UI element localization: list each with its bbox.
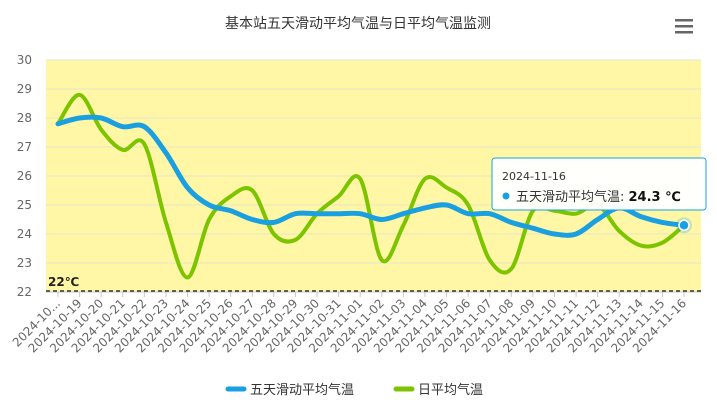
- legend-item-0[interactable]: 五天滑动平均气温: [225, 382, 354, 398]
- tooltip-date: 2024-11-16: [502, 170, 566, 183]
- y-tick-label: 22: [17, 285, 32, 299]
- y-tick-label: 26: [17, 169, 32, 183]
- threshold: 22℃: [46, 275, 701, 292]
- y-tick-label: 23: [17, 256, 32, 270]
- tooltip-series-label: 五天滑动平均气温:: [516, 189, 629, 205]
- y-tick-label: 27: [17, 140, 32, 154]
- tooltip-marker: [502, 192, 510, 200]
- y-axis: 22 23 24 25 26 27 28 29 30: [17, 53, 32, 299]
- threshold-label: 22℃: [48, 275, 79, 289]
- y-tick-label: 29: [17, 82, 32, 96]
- y-tick-label: 28: [17, 111, 32, 125]
- y-tick-label: 24: [17, 227, 32, 241]
- hover-point: [678, 219, 690, 232]
- tooltip-value: 24.3 ℃: [629, 190, 681, 205]
- hamburger-menu-icon: [675, 19, 693, 34]
- tooltip: 2024-11-16 五天滑动平均气温: 24.3 ℃: [491, 157, 707, 234]
- x-axis: 2024-10...2024-10-192024-10-202024-10-21…: [10, 292, 689, 355]
- y-tick-label: 25: [17, 198, 32, 212]
- legend-item-1[interactable]: 日平均气温: [393, 382, 483, 398]
- legend: 五天滑动平均气温 日平均气温: [225, 382, 483, 398]
- legend-label: 五天滑动平均气温: [250, 382, 354, 398]
- series-line-0: [55, 114, 687, 238]
- tooltip-box: [491, 157, 707, 211]
- legend-label: 日平均气温: [418, 382, 483, 398]
- tooltip-line: 五天滑动平均气温: 24.3 ℃: [516, 189, 681, 205]
- y-tick-label: 30: [17, 53, 32, 67]
- chart-title: 基本站五天滑动平均气温与日平均气温监测: [225, 15, 491, 32]
- menu-button[interactable]: [674, 16, 694, 36]
